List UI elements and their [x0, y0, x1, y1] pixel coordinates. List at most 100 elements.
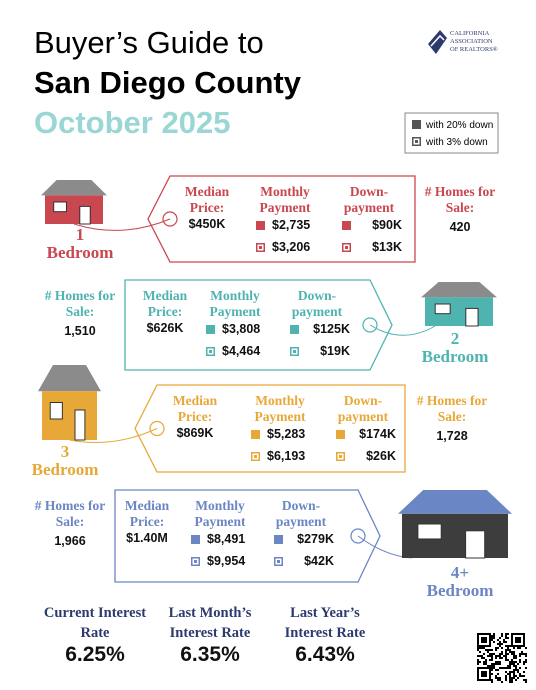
qr-cell	[489, 659, 491, 661]
house-door	[465, 530, 486, 559]
qr-cell	[507, 659, 509, 661]
price-tag	[124, 279, 393, 371]
qr-cell	[509, 665, 511, 667]
qr-cell	[505, 635, 507, 637]
qr-cell	[509, 661, 511, 663]
qr-cell	[513, 663, 515, 665]
qr-cell	[519, 661, 521, 663]
qr-cell	[513, 657, 515, 659]
qr-cell	[501, 667, 503, 669]
qr-cell	[493, 663, 495, 665]
monthly-value: $6,193	[267, 449, 306, 463]
qr-finder	[481, 637, 487, 643]
homes-label: # Homes for Sale:	[424, 184, 496, 216]
qr-cell	[487, 665, 489, 667]
qr-cell	[519, 675, 521, 677]
swatch	[256, 221, 265, 230]
qr-cell	[507, 637, 509, 639]
rate-value: 6.43%	[295, 643, 355, 666]
qr-cell	[511, 659, 513, 661]
qr-finder	[515, 637, 521, 643]
price-tag	[114, 489, 381, 583]
legend-text: with 3% down	[426, 137, 488, 148]
qr-cell	[525, 655, 527, 657]
monthly-value: $9,954	[207, 554, 246, 568]
qr-cell	[491, 639, 493, 641]
qr-cell	[505, 651, 507, 653]
qr-cell	[499, 663, 501, 665]
qr-cell	[493, 633, 495, 635]
qr-cell	[525, 659, 527, 661]
qr-cell	[497, 647, 499, 649]
qr-cell	[483, 661, 485, 663]
rate-value: 6.25%	[65, 643, 125, 666]
qr-cell	[489, 653, 491, 655]
qr-cell	[499, 641, 501, 643]
qr-cell	[513, 665, 515, 667]
swatch	[412, 120, 421, 129]
qr-cell	[513, 647, 515, 649]
qr-cell	[521, 651, 523, 653]
qr-cell	[501, 635, 503, 637]
qr-cell	[495, 655, 497, 657]
median-value: $626K	[146, 321, 184, 335]
qr-cell	[505, 675, 507, 677]
qr-cell	[491, 655, 493, 657]
price-tag	[147, 175, 416, 263]
qr-cell	[483, 653, 485, 655]
qr-cell	[499, 645, 501, 647]
rate-label: Current Interest Rate	[43, 605, 147, 641]
homes-label: # Homes for Sale:	[34, 498, 106, 530]
qr-cell	[525, 679, 527, 681]
qr-cell	[493, 635, 495, 637]
house-window	[49, 402, 63, 420]
monthly-value: $2,735	[272, 218, 311, 232]
qr-cell	[483, 647, 485, 649]
qr-cell	[511, 681, 513, 683]
monthly-value: $3,808	[222, 322, 261, 336]
qr-cell	[495, 663, 497, 665]
qr-cell	[523, 671, 525, 673]
monthly-value: $3,206	[272, 240, 311, 254]
qr-cell	[499, 643, 501, 645]
qr-cell	[487, 655, 489, 657]
logo-text: CALIFORNIA	[450, 30, 490, 37]
qr-cell	[523, 675, 525, 677]
qr-cell	[499, 655, 501, 657]
qr-cell	[517, 677, 519, 679]
swatch-dot	[339, 455, 342, 458]
qr-cell	[507, 633, 509, 635]
qr-cell	[515, 655, 517, 657]
qr-cell	[491, 659, 493, 661]
monthly-value: $8,491	[207, 532, 246, 546]
rate-value: 6.35%	[180, 643, 240, 666]
qr-cell	[511, 671, 513, 673]
swatch	[251, 430, 260, 439]
swatch	[206, 325, 215, 334]
logo-text: ASSOCIATION	[450, 38, 493, 45]
qr-cell	[493, 641, 495, 643]
swatch	[191, 535, 200, 544]
house-door	[79, 205, 91, 225]
qr-cell	[505, 653, 507, 655]
qr-cell	[477, 647, 479, 649]
qr-cell	[515, 665, 517, 667]
qr-cell	[491, 653, 493, 655]
swatch-dot	[259, 246, 262, 249]
qr-cell	[505, 641, 507, 643]
qr-cell	[505, 667, 507, 669]
qr-cell	[505, 633, 507, 635]
qr-cell	[479, 655, 481, 657]
qr-cell	[481, 657, 483, 659]
qr-cell	[479, 661, 481, 663]
qr-cell	[499, 679, 501, 681]
median-label: Median Price:	[184, 184, 230, 216]
down-value: $279K	[297, 532, 334, 546]
qr-cell	[497, 639, 499, 641]
qr-cell	[525, 647, 527, 649]
qr-cell	[491, 669, 493, 671]
swatch	[336, 430, 345, 439]
qr-cell	[491, 657, 493, 659]
qr-cell	[515, 679, 517, 681]
